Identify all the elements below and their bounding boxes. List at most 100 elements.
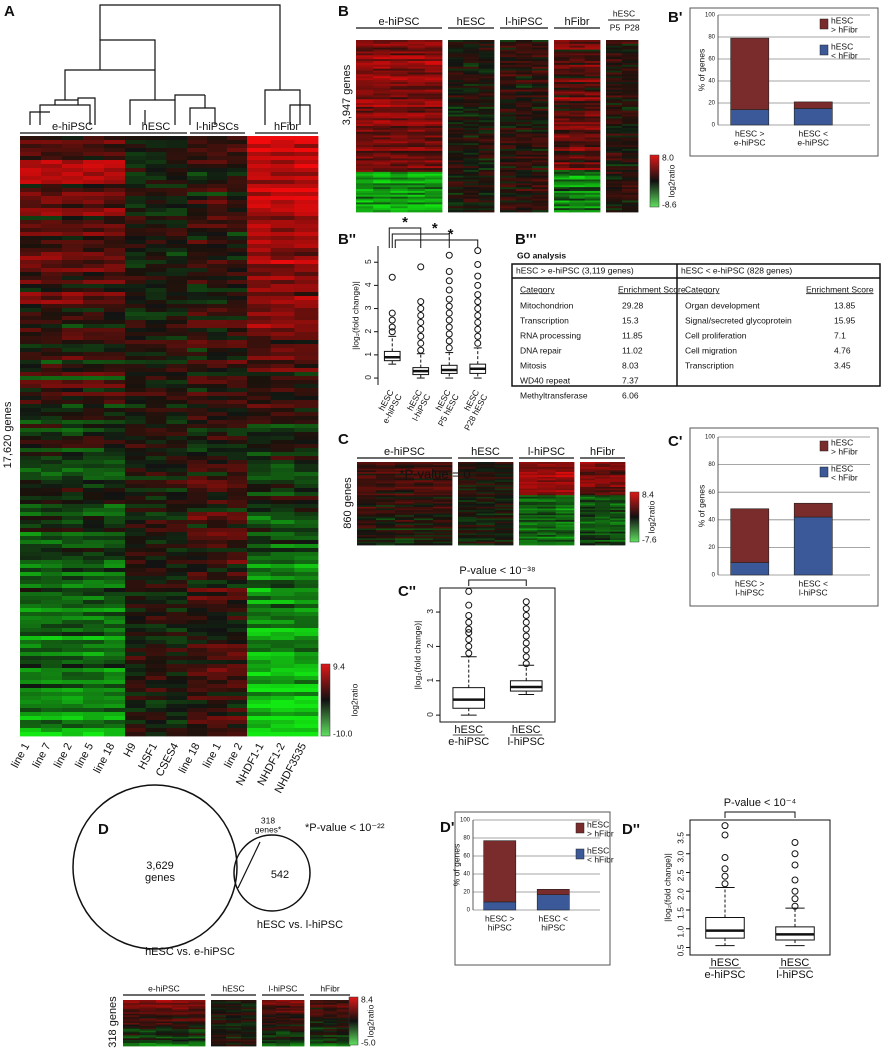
heatmap-cell <box>294 600 319 605</box>
heatmap-cell <box>166 204 188 209</box>
outlier <box>445 295 453 303</box>
heatmap-cell <box>516 154 533 157</box>
heatmap-cell <box>569 66 586 70</box>
heatmap-cell <box>166 428 188 433</box>
y-tick-label: 0.5 <box>675 944 685 956</box>
heatmap-cell <box>595 490 611 493</box>
heatmap-cell <box>373 112 391 115</box>
heatmap-cell <box>463 108 480 112</box>
heatmap-cell <box>494 498 514 501</box>
heatmap-cell <box>226 1027 242 1030</box>
heatmap-cell <box>424 59 443 62</box>
heatmap-cell <box>166 576 188 581</box>
heatmap-cell <box>376 520 396 523</box>
heatmap-cell <box>145 728 167 733</box>
heatmap-cell <box>125 160 147 165</box>
heatmap-cell <box>227 300 248 305</box>
heatmap-cell <box>125 680 147 685</box>
heatmap-cell <box>555 462 575 465</box>
heatmap-cell <box>187 196 208 201</box>
heatmap-cell <box>532 53 549 56</box>
heatmap-cell <box>424 85 443 89</box>
heatmap-cell <box>433 470 453 473</box>
heatmap-cell <box>290 1004 305 1007</box>
heatmap-cell <box>584 116 601 119</box>
heatmap-cell <box>336 1021 351 1024</box>
heatmap-cell <box>569 87 586 91</box>
heatmap-cell <box>336 1044 351 1047</box>
table-cell: Transcription <box>520 315 569 325</box>
heatmap-cell <box>356 187 374 190</box>
heatmap-cell <box>407 82 426 85</box>
heatmap-cell <box>433 508 453 511</box>
heatmap-cell <box>41 588 63 593</box>
heatmap-cell <box>622 85 639 89</box>
heatmap-cell <box>187 416 208 421</box>
heatmap-cell <box>433 513 453 516</box>
heatmap-cell <box>294 488 319 493</box>
heatmap-cell <box>356 150 374 154</box>
heatmap-cell <box>20 252 42 257</box>
heatmap-cell <box>207 268 228 273</box>
heatmap-cell <box>373 103 391 106</box>
heatmap-cell <box>62 552 84 557</box>
heatmap-cell <box>519 530 538 533</box>
heatmap-cell <box>207 356 228 361</box>
heatmap-cell <box>569 166 586 169</box>
heatmap-cell <box>463 183 480 186</box>
y-tick-label: 40 <box>708 79 715 85</box>
heatmap-cell <box>125 316 147 321</box>
heatmap-cell <box>294 148 319 153</box>
heatmap-cell <box>376 491 396 494</box>
heatmap-cell <box>125 616 147 621</box>
heatmap-cell <box>227 240 248 245</box>
heatmap-cell <box>125 180 147 185</box>
heatmap-cell <box>83 688 105 693</box>
heatmap-cell <box>356 129 374 133</box>
heatmap-cell <box>433 523 453 526</box>
heatmap-cell <box>227 584 248 589</box>
heatmap-cell <box>516 80 533 83</box>
heatmap-cell <box>569 198 586 201</box>
heatmap-cell <box>433 530 453 533</box>
heatmap-cell <box>476 505 496 508</box>
heatmap-cell <box>104 340 126 345</box>
heatmap-cell <box>414 471 434 475</box>
heatmap-cell <box>407 116 426 119</box>
heatmap-cell <box>241 1044 257 1047</box>
heatmap-cell <box>448 104 464 108</box>
heatmap-cell <box>187 684 208 689</box>
heatmap-cell <box>463 124 480 127</box>
heatmap-cell <box>104 196 126 201</box>
heatmap-cell <box>270 580 295 585</box>
heatmap-cell <box>478 72 495 75</box>
heatmap-cell <box>104 700 126 705</box>
heatmap-cell <box>610 526 626 529</box>
heatmap-cell <box>276 1026 291 1028</box>
heatmap-cell <box>584 53 601 56</box>
heatmap-cell <box>155 1024 173 1027</box>
heatmap-cell <box>395 505 415 508</box>
heatmap-cell <box>294 388 319 393</box>
heatmap-cell <box>187 160 208 165</box>
heatmap-cell <box>166 608 188 613</box>
heatmap-cell <box>247 320 272 325</box>
heatmap-cell <box>356 126 374 129</box>
heatmap-cell <box>310 1018 324 1021</box>
heatmap-cell <box>104 488 126 493</box>
heatmap-cell <box>476 501 496 504</box>
heatmap-cell <box>448 57 464 60</box>
heatmap-cell <box>294 676 319 681</box>
heatmap-cell <box>247 688 272 693</box>
heatmap-cell <box>458 536 477 539</box>
heatmap-cell <box>187 428 208 433</box>
heatmap-cell <box>276 1038 291 1041</box>
heatmap-cell <box>294 228 319 233</box>
heatmap-cell <box>463 103 480 106</box>
heatmap-cell <box>20 188 42 193</box>
heatmap-cell <box>357 500 377 503</box>
heatmap-cell <box>494 495 514 498</box>
heatmap-cell <box>227 204 248 209</box>
heatmap-cell <box>555 540 575 543</box>
heatmap-cell <box>20 140 42 145</box>
